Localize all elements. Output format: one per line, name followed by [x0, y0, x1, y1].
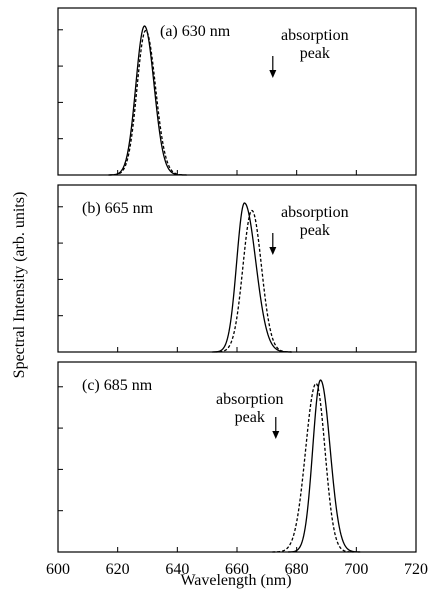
panel-a-arrowhead	[269, 70, 277, 78]
panel-a-series-dashed	[109, 29, 187, 176]
panel-b-series-dashed	[214, 209, 292, 353]
panel-b-series-solid	[211, 202, 292, 353]
x-tick-labels: 600 620 640 660 680 700 720	[46, 561, 428, 578]
x-tick-label: 620	[106, 561, 130, 578]
x-axis-label: Wavelength (nm)	[180, 572, 291, 589]
panel-a-frame	[57, 7, 417, 176]
panel-a-annotation-line: peak	[300, 45, 330, 62]
panel-b-arrowhead	[269, 247, 277, 255]
panel-a-annotation-line: absorption	[281, 27, 349, 44]
y-axis-label: Spectral Intensity (arb. units)	[11, 192, 28, 379]
panel-c-annotation-line: absorption	[216, 391, 284, 408]
panel-b-annotation-line: absorption	[281, 204, 349, 221]
panel-a-label: (a) 630 nm	[160, 23, 231, 40]
panel-c-series-solid	[287, 379, 361, 553]
panel-c-arrowhead	[272, 431, 280, 439]
panel-c-series-dashed	[272, 382, 354, 553]
x-tick-label: 720	[404, 561, 428, 578]
panel-c-annotation-line: peak	[235, 409, 265, 426]
x-tick-label: 680	[285, 561, 309, 578]
x-tick-label: 640	[165, 561, 189, 578]
panel-a-series-solid	[108, 25, 185, 176]
panel-b-annotation-line: peak	[300, 222, 330, 239]
x-tick-label: 600	[46, 561, 70, 578]
x-tick-label: 700	[344, 561, 368, 578]
panel-b-label: (b) 665 nm	[82, 200, 154, 217]
x-tick-label: 660	[225, 561, 249, 578]
panel-c-label: (c) 685 nm	[82, 377, 153, 394]
